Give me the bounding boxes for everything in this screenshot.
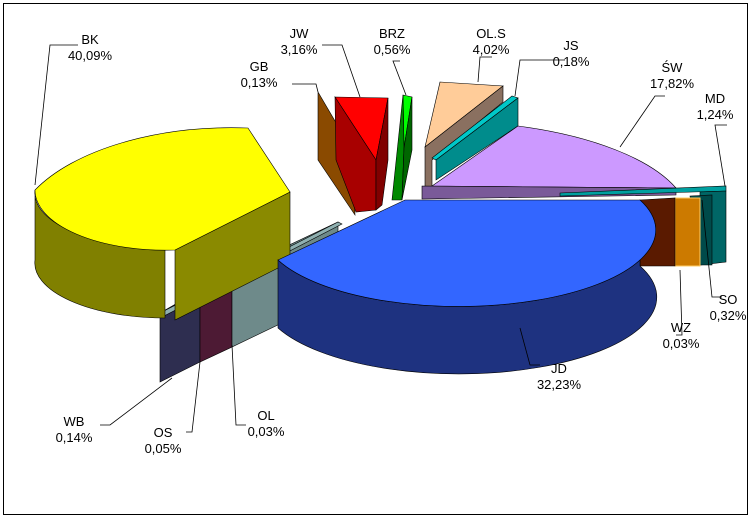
slice-value-so: 0,32% [710,308,747,323]
slice-value-js: 0,18% [553,54,590,69]
slice-label-jd: JD [551,361,567,376]
slice-value-gb: 0,13% [241,75,278,90]
slice-top-sw [431,125,677,189]
slice-label-bk: BK [81,32,99,47]
slice-value-wz: 0,03% [663,336,700,351]
slice-label-os: OS [154,425,173,440]
slice-label-brz: BRZ [379,26,405,41]
slice-value-os: 0,05% [145,441,182,456]
slice-value-md: 1,24% [697,107,734,122]
slice-top-bk [34,127,291,251]
slice-label-ol: OL [257,408,274,423]
slice-side-bk [34,189,166,319]
slice-label-w: ŚW [662,60,684,75]
slice-label-gb: GB [250,59,269,74]
slice-label-wz: WZ [671,320,691,335]
slice-value-bk: 40,09% [68,48,113,63]
slice-side-jw [334,95,377,213]
pie-shapes [34,81,727,383]
slice-side-brz-r [401,96,413,201]
slice-label-js: JS [563,38,579,53]
slice-value-ol: 0,03% [248,424,285,439]
slice-side-wz [674,197,701,267]
leader-lines [34,44,727,433]
slice-side-jw-r [375,97,389,211]
slice-side-brz [391,94,405,201]
slice-label-md: MD [705,91,725,106]
slice-top-jd [277,199,657,307]
slice-label-ols: OL.S [476,26,506,41]
slice-value-wb: 0,14% [56,430,93,445]
slice-value-w: 17,82% [650,76,695,91]
slice-value-ols: 4,02% [473,42,510,57]
slice-value-jd: 32,23% [537,377,582,392]
slice-value-brz: 0,56% [374,42,411,57]
slice-label-wb: WB [64,414,85,429]
slice-side-sw [421,185,677,200]
slice-value-jw: 3,16% [281,42,318,57]
slice-label-so: SO [719,292,738,307]
slice-label-jw: JW [290,26,310,41]
